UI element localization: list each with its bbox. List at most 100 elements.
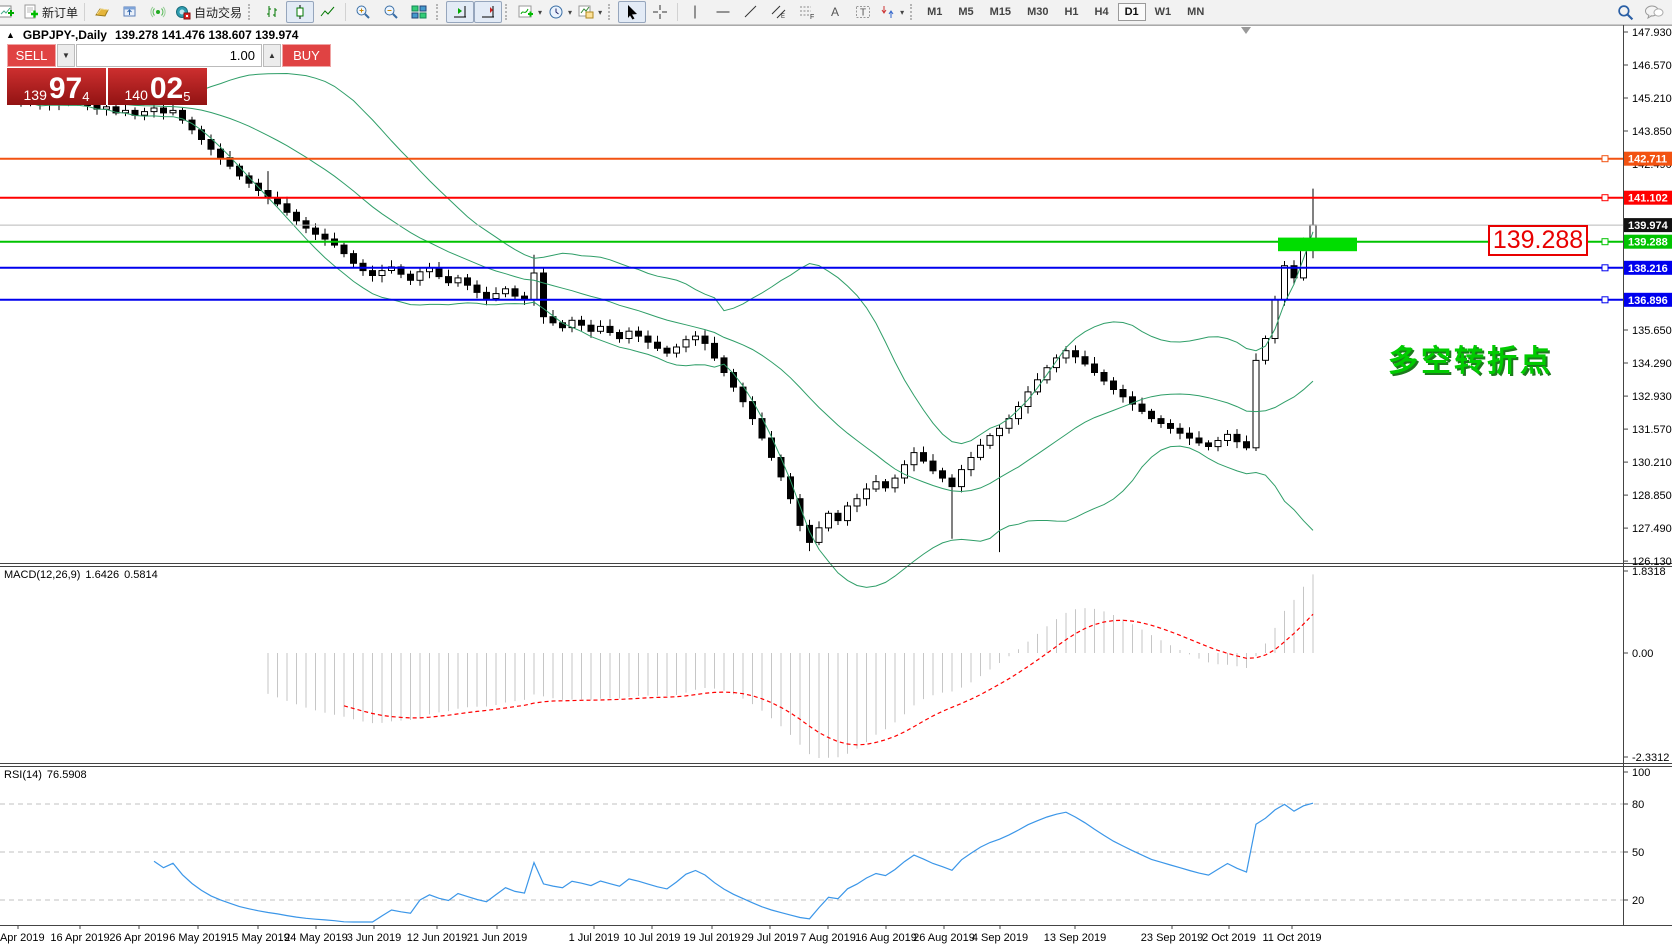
timeframe-m15[interactable]: M15 — [989, 6, 1012, 18]
line-chart-button[interactable] — [314, 1, 342, 23]
indicators-button[interactable]: ▾ — [515, 1, 545, 23]
chart-shift-icon — [482, 6, 495, 18]
fibonacci-button[interactable]: F — [793, 1, 821, 23]
volume-input[interactable] — [76, 44, 262, 67]
svg-text:E: E — [781, 14, 785, 20]
toolbar-right — [1617, 4, 1664, 21]
autotrade-icon — [176, 6, 191, 20]
timeframe-mn[interactable]: MN — [1187, 6, 1205, 18]
timeframe-h1[interactable]: H1 — [1064, 6, 1079, 18]
crosshair-icon — [653, 5, 668, 19]
svg-text:16 Aug 2019: 16 Aug 2019 — [855, 932, 917, 944]
buy-price[interactable]: 140 02 5 — [106, 68, 207, 105]
signals-button[interactable] — [144, 1, 172, 23]
svg-text:T: T — [860, 8, 866, 19]
text-label-button[interactable]: T — [849, 1, 877, 23]
sell-price[interactable]: 139 97 4 — [7, 68, 106, 105]
svg-text:147.930: 147.930 — [1632, 27, 1672, 39]
line-chart-icon — [320, 6, 335, 17]
svg-text:131.570: 131.570 — [1632, 424, 1672, 436]
arrows-button[interactable]: ▾ — [877, 1, 907, 23]
chevron-down-icon: ▾ — [568, 7, 573, 17]
timeframe-d1[interactable]: D1 — [1117, 3, 1146, 21]
signals-icon — [150, 6, 166, 18]
timeframe-m5[interactable]: M5 — [958, 6, 974, 18]
svg-text:23 Sep 2019: 23 Sep 2019 — [1141, 932, 1203, 944]
level-lines[interactable] — [0, 155, 1623, 304]
cursor-button[interactable] — [618, 1, 647, 23]
zoom-in-button[interactable] — [349, 1, 377, 23]
search-icon[interactable] — [1617, 4, 1634, 21]
svg-text:-2.3312: -2.3312 — [1632, 752, 1669, 764]
macd-panel[interactable]: 1.8318 0.00 -2.3312 — [267, 566, 1669, 764]
cursor-icon — [628, 5, 638, 20]
publish-button[interactable] — [88, 1, 116, 23]
tile-windows-button[interactable] — [405, 1, 433, 23]
svg-text:141.102: 141.102 — [1628, 193, 1668, 205]
timeframe-m1[interactable]: M1 — [927, 6, 943, 18]
svg-text:139.288: 139.288 — [1628, 237, 1668, 249]
svg-text:13 Sep 2019: 13 Sep 2019 — [1044, 932, 1106, 944]
svg-text:F: F — [810, 14, 814, 20]
svg-text:6 May 2019: 6 May 2019 — [169, 932, 226, 944]
timeframe-w1[interactable]: W1 — [1154, 6, 1172, 18]
svg-text:16 Apr 2019: 16 Apr 2019 — [50, 932, 109, 944]
ohlc-readout: 139.278 141.476 138.607 139.974 — [114, 28, 299, 42]
new-chart-button[interactable] — [0, 1, 20, 23]
bar-chart-button[interactable] — [258, 1, 286, 23]
periods-button[interactable]: ▾ — [545, 1, 575, 23]
svg-text:29 Jul 2019: 29 Jul 2019 — [742, 932, 799, 944]
sell-button[interactable]: SELL — [7, 44, 56, 67]
timeframe-h4[interactable]: H4 — [1094, 6, 1109, 18]
buy-button[interactable]: BUY — [282, 44, 331, 67]
timeframe-m30[interactable]: M30 — [1027, 6, 1049, 18]
chat-icon[interactable] — [1644, 4, 1664, 20]
candlestick-button[interactable] — [286, 1, 315, 23]
rsi-label: RSI(14) — [4, 769, 42, 781]
chevron-down-icon: ▾ — [598, 7, 603, 17]
chart-title: ▲ GBPJPY-,Daily 139.278 141.476 138.607 … — [6, 28, 298, 42]
toolbar-grip — [248, 4, 255, 20]
chart-shift-marker[interactable] — [1241, 27, 1251, 34]
svg-text:1 Jul 2019: 1 Jul 2019 — [569, 932, 620, 944]
templates-icon — [578, 5, 594, 19]
fibonacci-icon: F — [800, 6, 814, 20]
green-highlight-box[interactable] — [1278, 237, 1357, 252]
svg-text:12 Jun 2019: 12 Jun 2019 — [407, 932, 468, 944]
channel-button[interactable]: E — [765, 1, 793, 23]
volume-decrease-button[interactable]: ▼ — [57, 44, 75, 67]
volume-increase-button[interactable]: ▲ — [263, 44, 281, 67]
indicators-icon — [518, 5, 534, 18]
horizontal-line-button[interactable] — [709, 1, 737, 23]
panel-collapse-icon[interactable]: ▲ — [6, 30, 15, 40]
templates-button[interactable]: ▾ — [575, 1, 605, 23]
turning-point-note[interactable]: 多空转折点 — [1388, 345, 1553, 378]
auto-scroll-button[interactable] — [446, 1, 475, 23]
zoom-out-button[interactable] — [377, 1, 405, 23]
separator — [84, 3, 86, 21]
upload-chart-button[interactable] — [116, 1, 144, 23]
vertical-line-button[interactable] — [681, 1, 709, 23]
chart-shift-button[interactable] — [474, 1, 503, 23]
svg-text:134.290: 134.290 — [1632, 358, 1672, 370]
svg-text:26 Aug 2019: 26 Aug 2019 — [913, 932, 975, 944]
new-order-button[interactable]: 新订单 — [20, 1, 81, 23]
price-level-note[interactable]: 139.288 — [1488, 225, 1588, 256]
crosshair-button[interactable] — [646, 1, 674, 23]
price-axis[interactable]: 147.930146.570145.210143.850142.490135.6… — [1623, 27, 1672, 568]
macd-value: 1.6426 — [85, 569, 120, 581]
svg-text:130.210: 130.210 — [1632, 457, 1672, 469]
autotrade-button[interactable]: 自动交易 — [172, 1, 245, 23]
rsi-panel[interactable]: 100 80 50 20 — [0, 767, 1650, 923]
svg-text:128.850: 128.850 — [1632, 490, 1672, 502]
candles-layer — [17, 91, 1317, 553]
text-button[interactable]: A — [821, 1, 849, 23]
svg-text:4 Sep 2019: 4 Sep 2019 — [972, 932, 1028, 944]
trendline-button[interactable] — [737, 1, 765, 23]
rsi-indicator-title: RSI(14) 76.5908 — [4, 769, 87, 781]
toolbar-grip — [505, 4, 512, 20]
svg-text:135.650: 135.650 — [1632, 325, 1672, 337]
